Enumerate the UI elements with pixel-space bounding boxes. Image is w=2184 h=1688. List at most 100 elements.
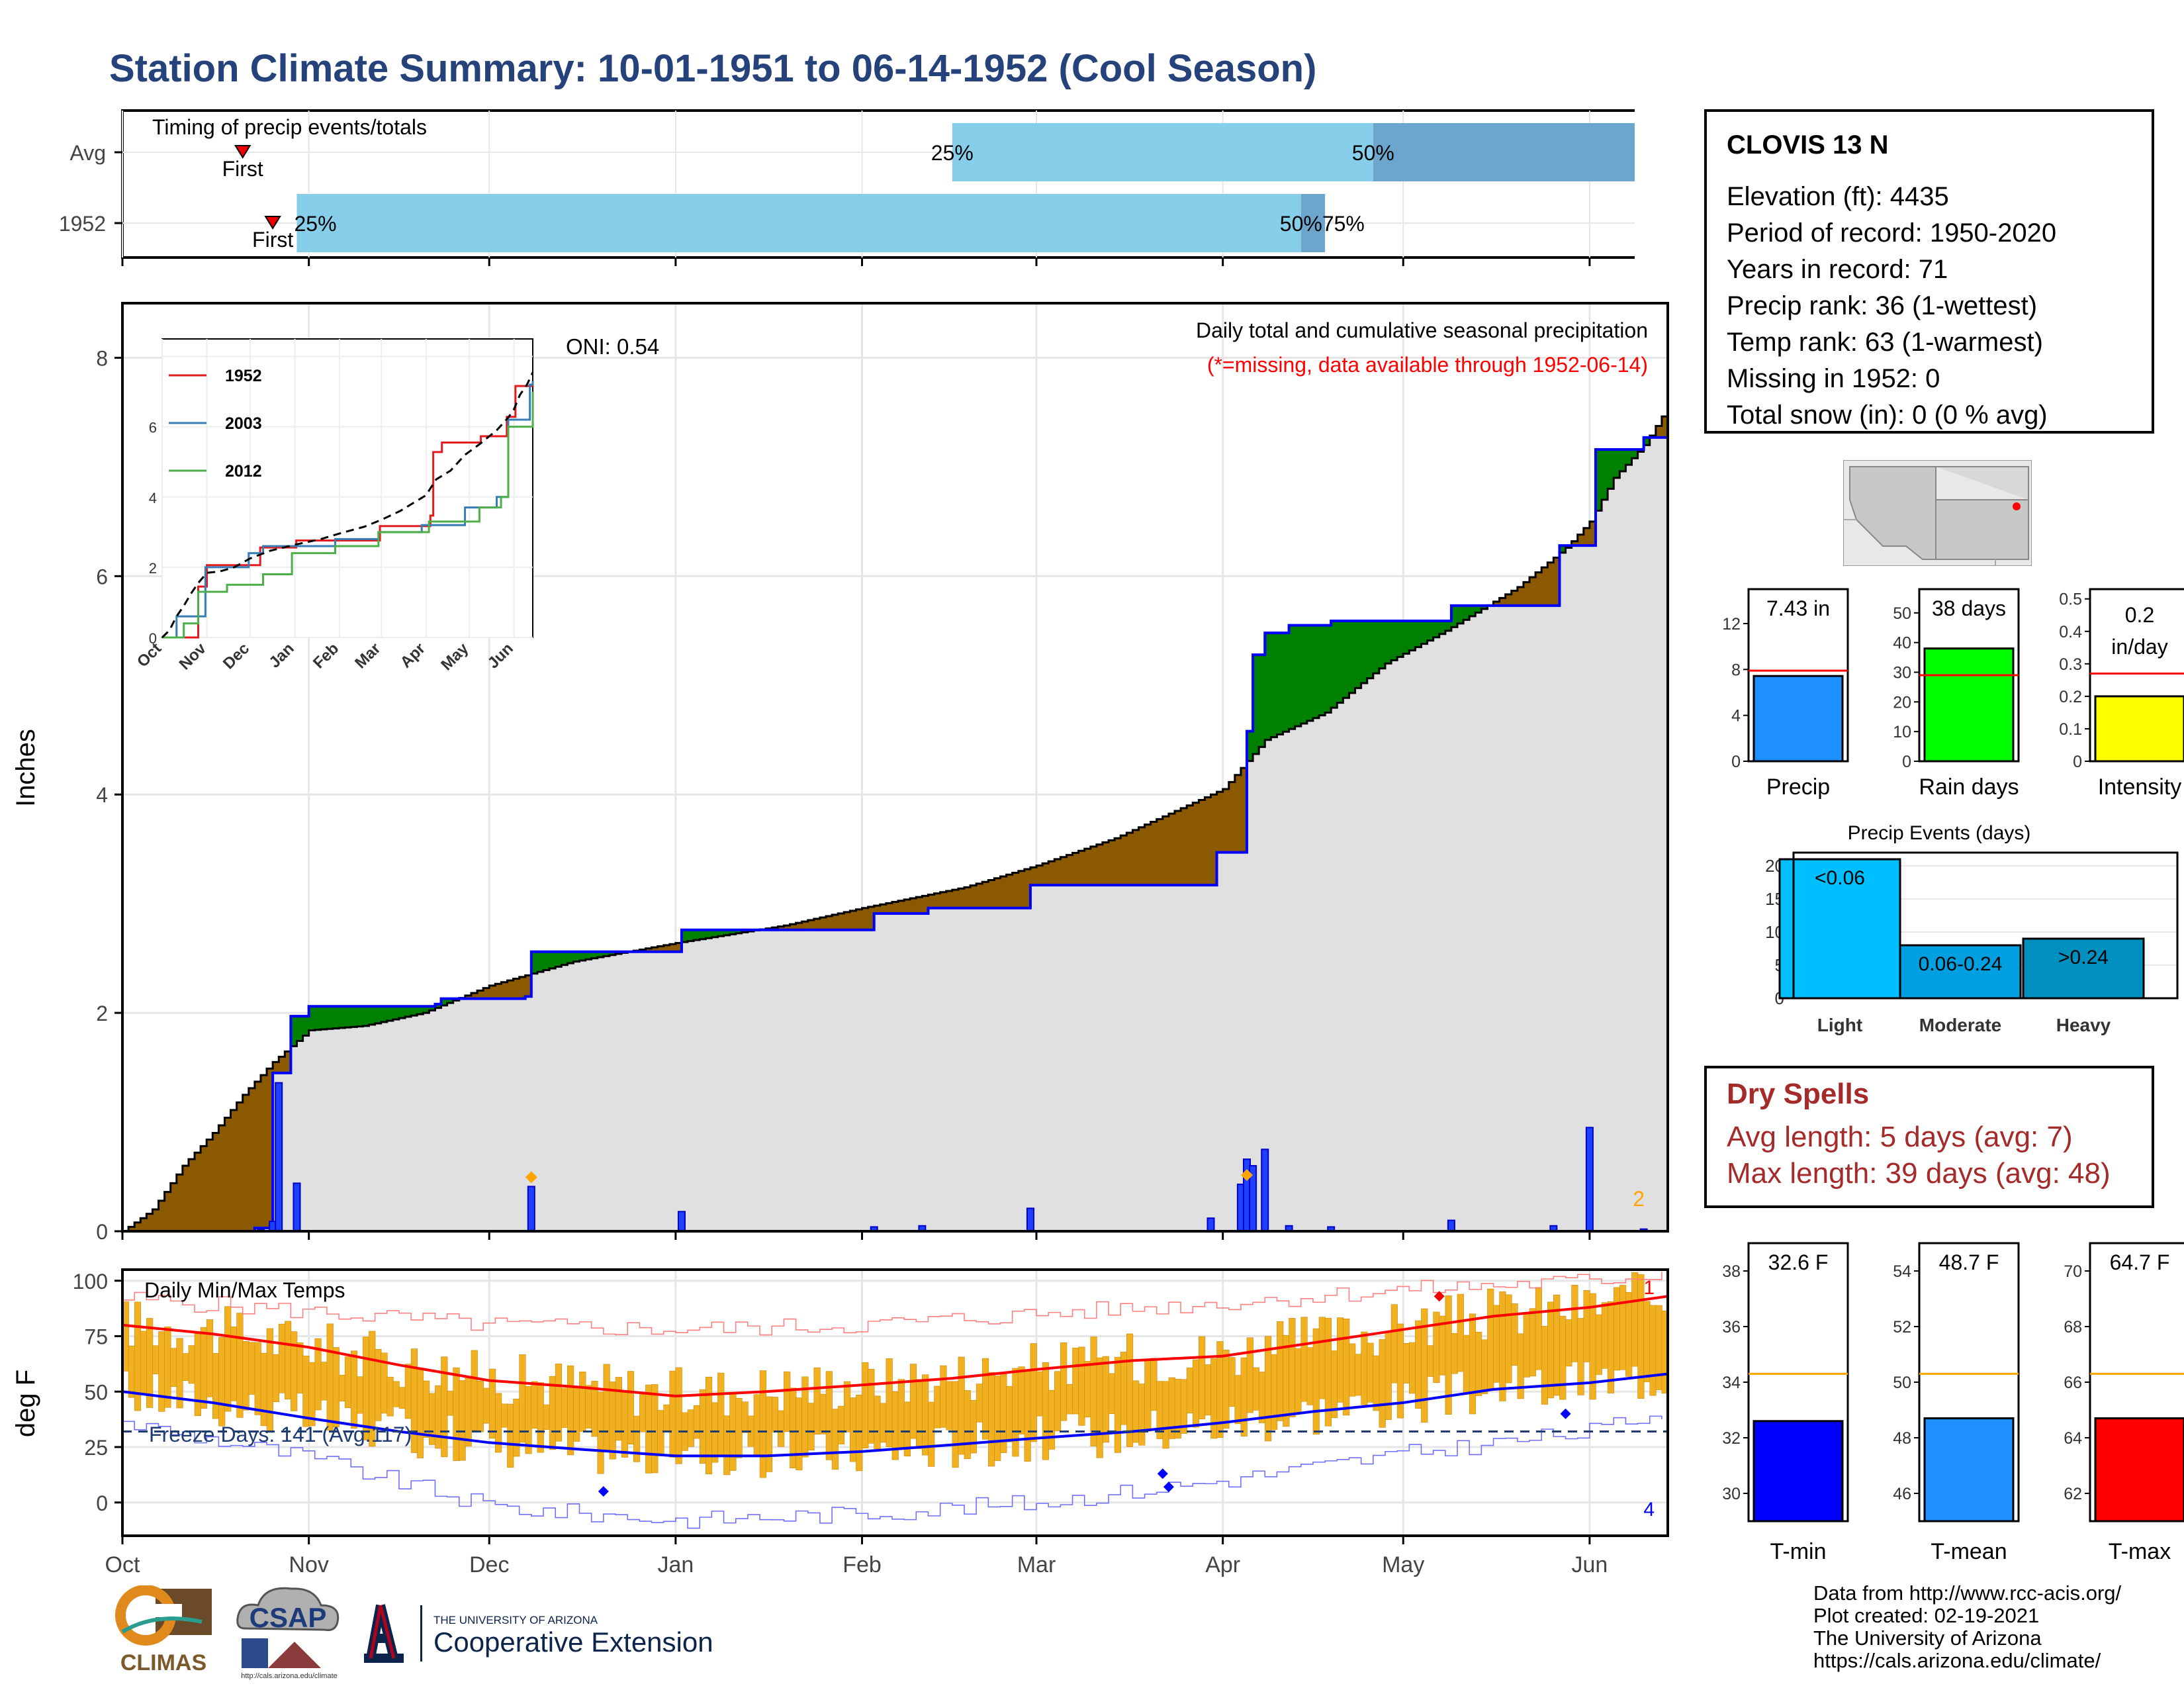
below-average-area (248, 1088, 255, 1231)
daily-temp-range-bar (140, 1331, 148, 1394)
below-average-area (1583, 528, 1590, 546)
summary-y-tick-label: 0.3 (2059, 655, 2082, 674)
daily-temp-range-bar (597, 1391, 604, 1474)
daily-temp-range-bar (1108, 1373, 1115, 1414)
daily-temp-range-bar (1174, 1379, 1181, 1438)
daily-temp-range-bar (332, 1347, 340, 1428)
pct50-label: 50% (1352, 141, 1394, 165)
below-average-area (952, 890, 959, 908)
precip-chart-subtitle: (*=missing, data available through 1952-… (1207, 353, 1648, 377)
below-average-area (230, 1109, 238, 1231)
below-average-area (891, 902, 899, 914)
above-average-area (1415, 620, 1422, 647)
below-average-area (1216, 792, 1224, 853)
daily-temp-range-bar (1283, 1335, 1290, 1427)
temp-category-label: T-mean (1931, 1539, 2007, 1564)
below-average-area (904, 899, 911, 914)
below-average-area (1210, 794, 1218, 886)
daily-temp-range-bar (796, 1397, 803, 1471)
daily-temp-range-bar (909, 1364, 917, 1439)
daily-temp-range-bar (242, 1341, 250, 1411)
above-average-area (1283, 633, 1290, 732)
above-average-area (1397, 620, 1404, 657)
ua-cooperative-extension-logo: THE UNIVERSITY OF ARIZONA Cooperative Ex… (364, 1604, 713, 1663)
daily-temp-range-bar (1048, 1389, 1056, 1450)
climas-logo: CLIMAS (115, 1585, 212, 1675)
daily-temp-range-bar (663, 1404, 670, 1432)
above-average-area (717, 929, 725, 937)
above-average-area (363, 1006, 370, 1026)
daily-temp-range-bar (645, 1384, 653, 1474)
inset-y-tick-label: 0 (149, 630, 157, 647)
below-average-area (507, 980, 514, 999)
daily-temp-range-bar (880, 1403, 887, 1443)
above-average-area (711, 929, 719, 937)
below-average-area (218, 1125, 226, 1231)
daily-temp-range-bar (1132, 1380, 1140, 1443)
below-average-area (1090, 846, 1097, 886)
above-average-area (1271, 633, 1278, 737)
below-average-area (675, 943, 682, 952)
daily-temp-range-bar (477, 1380, 484, 1432)
above-average-area (543, 951, 550, 970)
daily-temp-range-bar (735, 1398, 743, 1458)
below-average-area (880, 904, 887, 914)
below-average-area (465, 995, 472, 999)
daily-temp-range-bar (1277, 1321, 1284, 1421)
above-average-area (1427, 620, 1434, 641)
below-average-area (1156, 819, 1163, 886)
station-info-box: CLOVIS 13 N Elevation (ft): 4435 Period … (1704, 109, 2154, 434)
above-average-area (1595, 449, 1602, 511)
daily-temp-range-bar (1385, 1331, 1392, 1420)
daily-temp-range-bar (609, 1382, 616, 1460)
above-average-area (1631, 449, 1639, 459)
daily-temp-range-bar (970, 1400, 977, 1454)
daily-temp-range-bar (1258, 1372, 1266, 1423)
ua-logo-big-text: Cooperative Extension (433, 1626, 713, 1658)
daily-temp-range-bar (573, 1386, 580, 1442)
daily-temp-range-bar (1168, 1377, 1175, 1439)
daily-temp-range-bar (1096, 1357, 1103, 1458)
above-average-area (405, 1006, 412, 1017)
above-average-area (1277, 633, 1284, 735)
below-average-area (158, 1200, 165, 1231)
below-average-area (1577, 534, 1584, 546)
daily-temp-range-bar (272, 1354, 280, 1402)
temperature-bar-panels: 30 32 34 36 38 32.6 F T-min 46 48 50 52 54 48.7 F T-m… (1722, 1242, 2184, 1564)
daily-temp-range-bar (501, 1403, 508, 1428)
daily-precip-bar (1206, 1217, 1215, 1231)
daily-temp-range-bar (387, 1376, 394, 1417)
daily-temp-range-bar (1264, 1336, 1272, 1442)
summary-y-tick-label: 0.1 (2059, 720, 2082, 739)
above-average-area (555, 951, 563, 967)
daily-temp-range-bar (633, 1415, 641, 1462)
daily-temp-range-bar (886, 1358, 893, 1447)
above-average-area (1306, 625, 1314, 721)
temp-y-tick-label: 50 (84, 1380, 108, 1404)
daily-temp-range-bar (1126, 1333, 1134, 1447)
below-average-area (1109, 840, 1115, 886)
below-average-area (910, 898, 917, 914)
above-average-area (1247, 731, 1253, 761)
daily-precip-bar (293, 1182, 301, 1231)
temp-y-tick-label: 52 (1893, 1318, 1911, 1336)
above-average-area (1319, 625, 1326, 716)
temp-corner-count-top: 1 (1643, 1277, 1655, 1299)
below-average-area (964, 887, 971, 908)
footer-line-university: The University of Arizona (1813, 1626, 2042, 1650)
below-average-area (489, 985, 496, 999)
above-average-area (1367, 620, 1374, 679)
footer-credit: Data from http://www.rcc-acis.org/ Plot … (1813, 1582, 2121, 1672)
above-average-area (423, 1006, 430, 1013)
events-bar (1778, 858, 1901, 1000)
daily-temp-range-bar (212, 1353, 220, 1419)
events-bar-label: 0.06-0.24 (1919, 953, 2003, 975)
daily-temp-range-bar (278, 1323, 286, 1393)
above-average-area (1445, 620, 1452, 631)
above-average-area (1469, 605, 1477, 616)
daily-temp-range-bar (1361, 1331, 1368, 1405)
below-average-area (1234, 774, 1242, 853)
daily-temp-range-bar (1487, 1288, 1494, 1390)
daily-temp-range-bar (1210, 1358, 1218, 1439)
page-title: Station Climate Summary: 10-01-1951 to 0… (109, 47, 1317, 90)
